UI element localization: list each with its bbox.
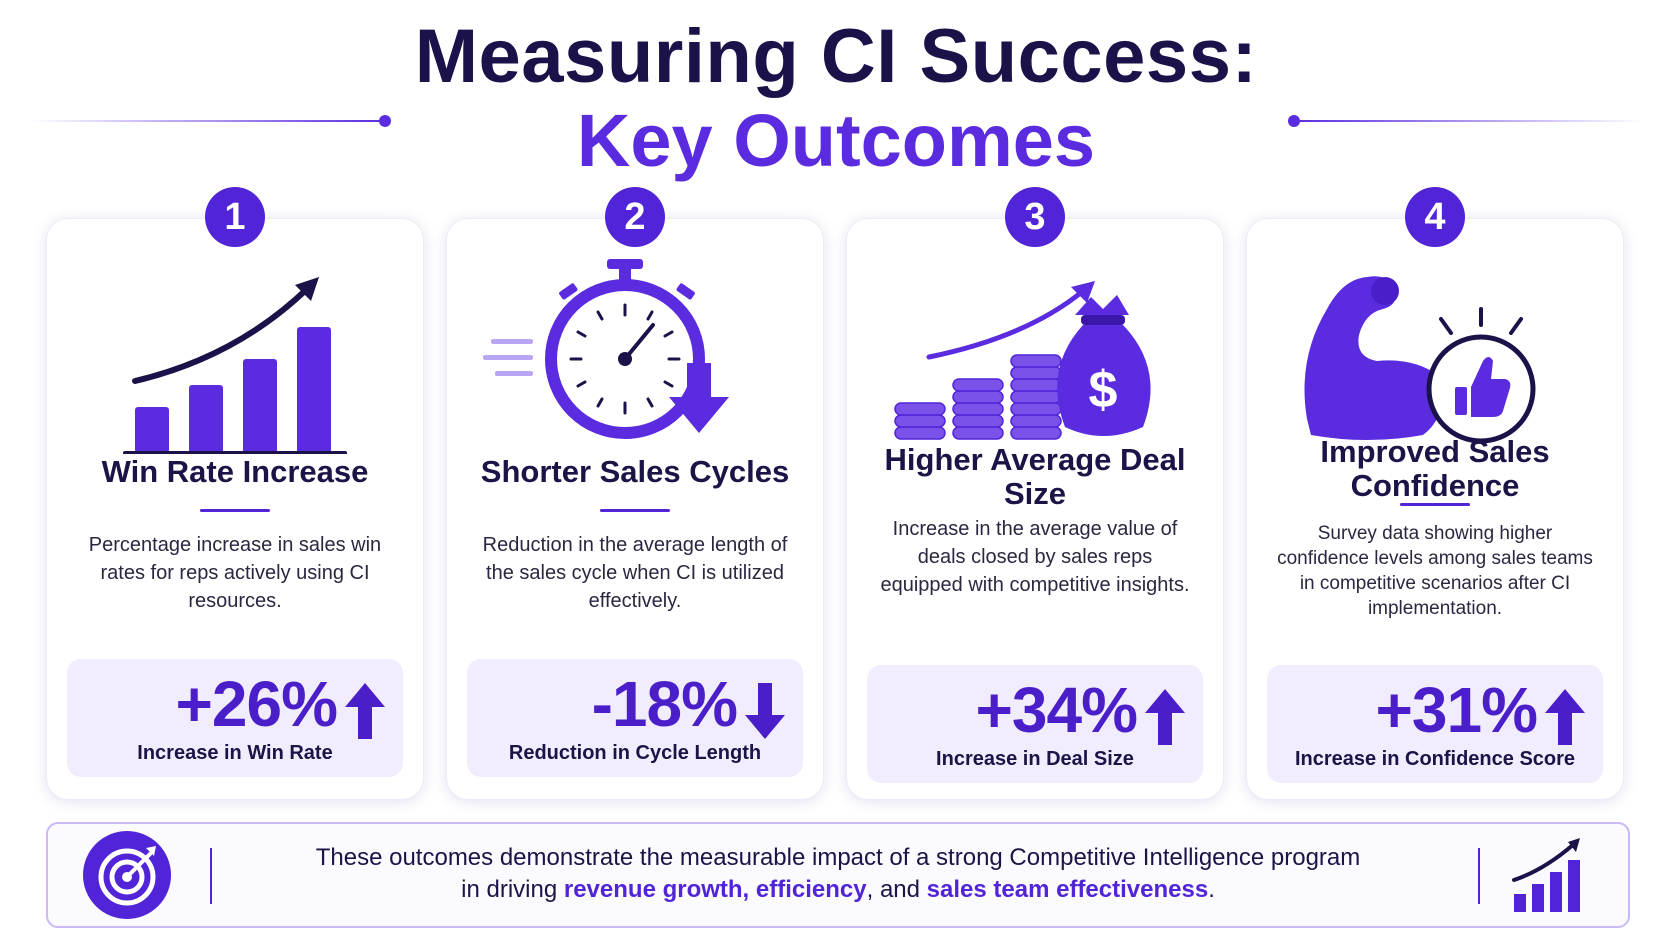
stat-value: +26% xyxy=(175,668,338,740)
flexed-arm-thumbs-up-icon xyxy=(1304,276,1536,444)
outcome-card-confidence: 4 Improved Sales Confidence Survey data … xyxy=(1246,187,1624,800)
card-number-badge: 1 xyxy=(205,187,265,247)
card-number-badge: 4 xyxy=(1405,187,1465,247)
growth-bar-chart-icon xyxy=(123,277,347,454)
card-title-underline xyxy=(600,509,670,512)
arrow-up-icon xyxy=(345,683,385,739)
summary-line-2-prefix: in driving xyxy=(461,876,564,903)
summary-banner: These outcomes demonstrate the measurabl… xyxy=(46,822,1630,928)
arrow-up-icon xyxy=(1145,689,1185,745)
title-line-1: Measuring CI Success: xyxy=(414,14,1258,99)
card-title: Higher Average Deal Size xyxy=(884,442,1186,511)
outcome-card-deal-size: 3 $ Higher Average Deal Size Increase in… xyxy=(846,187,1224,800)
card-number-badge: 3 xyxy=(1005,187,1065,247)
stat-label: Reduction in Cycle Length xyxy=(508,742,762,764)
title-decor-dot-right xyxy=(1288,115,1300,127)
highlight-revenue-growth: revenue growth, xyxy=(563,876,750,903)
card-title: Improved Sales Confidence xyxy=(1320,434,1550,503)
title-decor-line-right xyxy=(1290,120,1645,122)
money-bag-coins-icon: $ xyxy=(894,281,1151,440)
outcome-card-win-rate: 1 Win Rate Increase Percentage increase … xyxy=(46,187,424,800)
card-description: Percentage increase in sales win rates f… xyxy=(88,534,382,612)
svg-text:$: $ xyxy=(1089,361,1118,419)
stat-box: +34% Increase in Deal Size xyxy=(867,665,1203,783)
card-description: Reduction in the average length of the s… xyxy=(482,534,788,612)
summary-line-1: These outcomes demonstrate the measurabl… xyxy=(315,844,1361,871)
stat-value: +31% xyxy=(1375,674,1538,746)
stat-box: +26% Increase in Win Rate xyxy=(67,659,403,777)
card-description: Increase in the average value of deals c… xyxy=(880,518,1190,596)
arrow-up-icon xyxy=(1545,689,1585,745)
summary-suffix: . xyxy=(1208,876,1215,903)
highlight-team-effectiveness: sales team effectiveness xyxy=(926,876,1209,903)
footer-divider-left xyxy=(210,848,212,904)
stopwatch-icon xyxy=(483,259,729,439)
footer-divider-right xyxy=(1478,848,1480,904)
title-line-2: Key Outcomes xyxy=(576,99,1096,182)
card-title-underline xyxy=(1400,503,1470,506)
card-title: Shorter Sales Cycles xyxy=(480,454,790,489)
summary-sep-2: , and xyxy=(866,876,927,903)
stat-value: -18% xyxy=(591,668,738,740)
card-description: Survey data showing higher confidence le… xyxy=(1277,523,1593,619)
card-number-badge: 2 xyxy=(605,187,665,247)
summary-line-2: in driving revenue growth, efficiency, a… xyxy=(263,874,1413,906)
target-icon xyxy=(83,831,171,919)
highlight-efficiency: efficiency xyxy=(755,876,867,903)
stat-box: +31% Increase in Confidence Score xyxy=(1267,665,1603,783)
stat-box: -18% Reduction in Cycle Length xyxy=(467,659,803,777)
card-title: Win Rate Increase xyxy=(101,454,369,489)
summary-sep-1 xyxy=(749,876,756,903)
growth-chart-icon xyxy=(1512,838,1580,912)
arrow-down-icon xyxy=(745,683,785,739)
title-decor-line-left xyxy=(30,120,385,122)
card-title-underline xyxy=(200,509,270,512)
title-decor-dot-left xyxy=(379,115,391,127)
stat-value: +34% xyxy=(975,674,1138,746)
outcome-card-sales-cycle: 2 Shorter Sales Cycles Reduction xyxy=(446,187,824,800)
summary-text: These outcomes demonstrate the measurabl… xyxy=(263,842,1413,906)
page-title: Measuring CI Success: Key Outcomes xyxy=(0,14,1672,182)
stat-label: Increase in Confidence Score xyxy=(1294,748,1576,770)
stat-label: Increase in Deal Size xyxy=(936,748,1134,770)
stat-label: Increase in Win Rate xyxy=(137,742,333,764)
